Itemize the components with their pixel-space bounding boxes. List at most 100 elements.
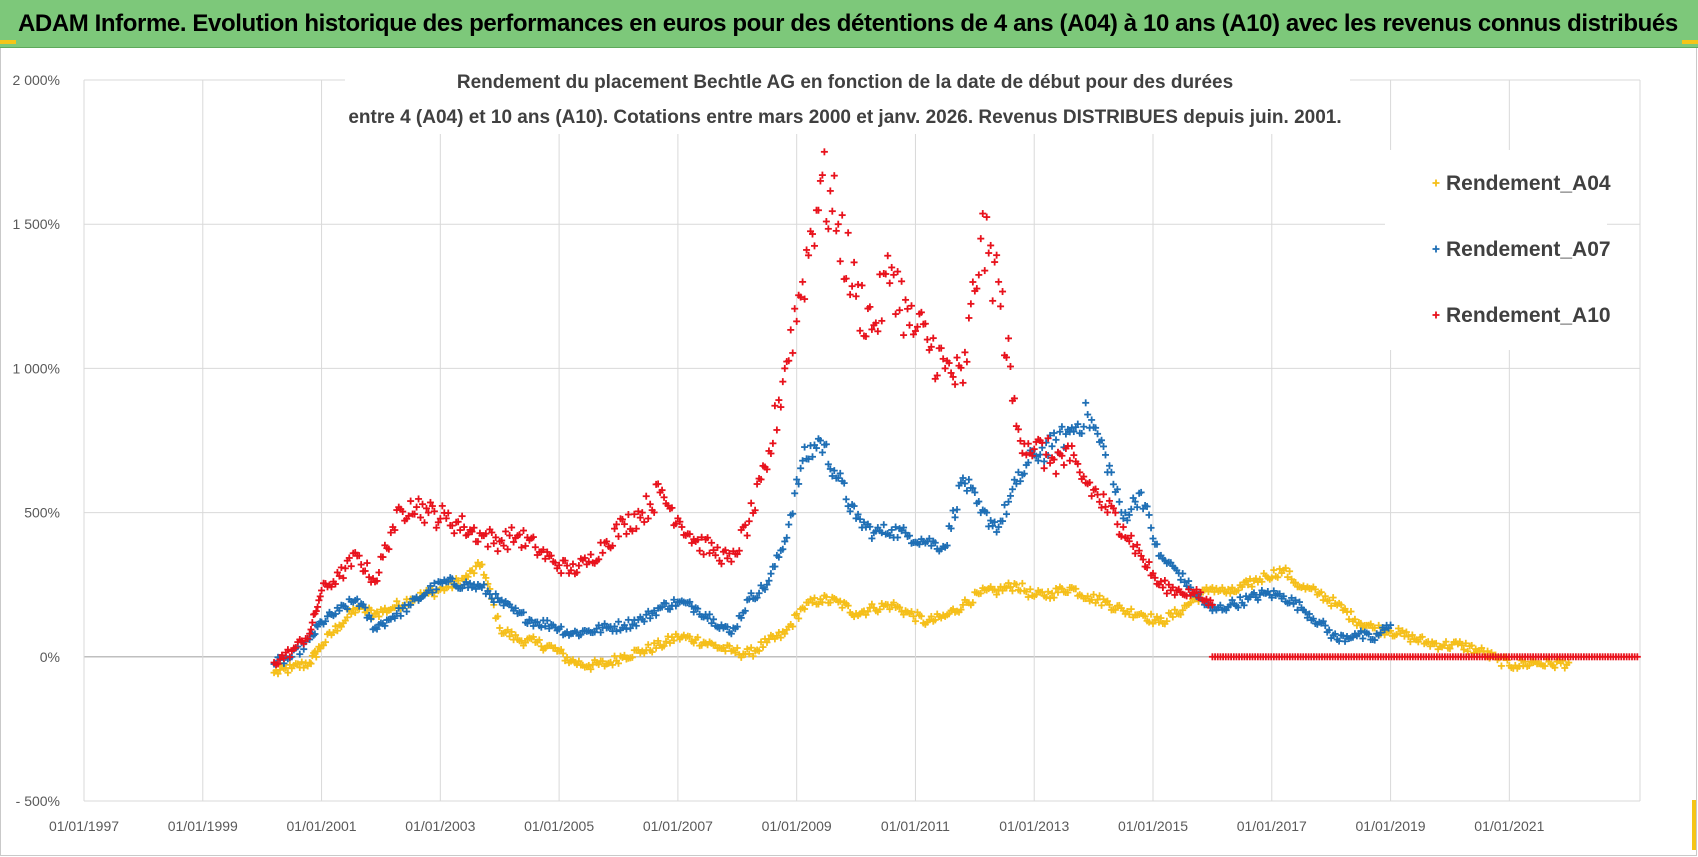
data-point-rendement-a04 — [508, 628, 516, 636]
data-point-rendement-a07 — [925, 535, 933, 543]
data-point-rendement-a04 — [1218, 584, 1226, 592]
data-point-rendement-a10 — [308, 619, 316, 627]
data-point-rendement-a07 — [791, 489, 799, 497]
data-point-rendement-a07 — [1008, 485, 1016, 493]
data-point-rendement-a07 — [886, 531, 894, 539]
data-point-rendement-a10 — [512, 534, 520, 542]
data-point-rendement-a10 — [506, 531, 514, 539]
data-point-rendement-a07 — [397, 612, 405, 620]
grid-layer — [83, 79, 1641, 802]
data-point-rendement-a07 — [781, 537, 789, 545]
data-point-rendement-a04 — [470, 569, 478, 577]
data-point-rendement-a10 — [581, 554, 589, 562]
x-tick-label: 01/01/2019 — [1356, 818, 1426, 834]
data-point-rendement-a10 — [1014, 425, 1022, 433]
data-point-rendement-a10 — [923, 336, 931, 344]
data-point-rendement-a04 — [672, 630, 680, 638]
data-point-rendement-a10 — [399, 508, 407, 516]
data-point-rendement-a04 — [349, 605, 357, 613]
y-tick-label: 2 000% — [13, 72, 60, 88]
data-point-rendement-a10 — [997, 302, 1005, 310]
data-point-rendement-a10 — [1137, 552, 1145, 560]
data-point-rendement-a07 — [650, 607, 658, 615]
chart-frame — [0, 48, 1697, 856]
data-point-rendement-a07 — [448, 575, 456, 583]
data-point-rendement-a07 — [1296, 598, 1304, 606]
data-point-rendement-a07 — [1303, 614, 1311, 622]
data-point-rendement-a10 — [1161, 577, 1169, 585]
data-point-rendement-a10 — [672, 520, 680, 528]
x-tick-label: 01/01/2015 — [1118, 818, 1188, 834]
data-point-rendement-a10 — [753, 480, 761, 488]
data-point-rendement-a04 — [969, 599, 977, 607]
data-point-rendement-a07 — [545, 624, 553, 632]
data-point-rendement-a10 — [420, 519, 428, 527]
data-point-rendement-a07 — [1070, 428, 1078, 436]
data-point-rendement-a10 — [316, 592, 324, 600]
data-point-rendement-a10 — [999, 288, 1007, 296]
data-point-rendement-a10 — [1080, 473, 1088, 481]
data-point-rendement-a07 — [888, 526, 896, 534]
data-point-rendement-a04 — [777, 634, 785, 642]
data-point-rendement-a07 — [1294, 606, 1302, 614]
data-point-rendement-a10 — [415, 495, 423, 503]
report-banner: ADAM Informe. Evolution historique des p… — [0, 0, 1698, 48]
data-point-rendement-a10 — [1076, 468, 1084, 476]
data-point-rendement-a10 — [1086, 478, 1094, 486]
data-point-rendement-a10 — [1169, 583, 1177, 591]
data-point-rendement-a10 — [498, 536, 506, 544]
data-point-rendement-a10 — [428, 502, 436, 510]
data-point-rendement-a04 — [375, 612, 383, 620]
data-point-rendement-a10 — [284, 646, 292, 654]
data-point-rendement-a10 — [636, 514, 644, 522]
data-point-rendement-a07 — [1377, 629, 1385, 637]
data-point-rendement-a04 — [1088, 596, 1096, 604]
data-point-rendement-a10 — [620, 520, 628, 528]
data-point-rendement-a04 — [337, 623, 345, 631]
data-point-rendement-a07 — [822, 440, 830, 448]
data-point-rendement-a04 — [300, 664, 308, 672]
data-point-rendement-a04 — [868, 600, 876, 608]
data-point-rendement-a10 — [1018, 449, 1026, 457]
data-point-rendement-a07 — [953, 506, 961, 514]
data-point-rendement-a10 — [1197, 588, 1205, 596]
data-point-rendement-a04 — [322, 638, 330, 646]
data-point-rendement-a07 — [971, 488, 979, 496]
data-point-rendement-a07 — [533, 618, 541, 626]
data-point-rendement-a04 — [1319, 596, 1327, 604]
data-point-rendement-a07 — [743, 596, 751, 604]
data-point-rendement-a07 — [444, 578, 452, 586]
data-point-rendement-a07 — [785, 521, 793, 529]
data-point-rendement-a10 — [842, 275, 850, 283]
data-point-rendement-a07 — [1048, 442, 1056, 450]
data-point-rendement-a04 — [1551, 664, 1559, 672]
data-point-rendement-a07 — [1177, 576, 1185, 584]
data-point-rendement-a04 — [587, 665, 595, 673]
data-point-rendement-a07 — [1131, 498, 1139, 506]
data-point-rendement-a04 — [1317, 588, 1325, 596]
data-point-rendement-a07 — [943, 541, 951, 549]
data-point-rendement-a10 — [781, 364, 789, 372]
data-point-rendement-a10 — [862, 332, 870, 340]
data-point-rendement-a04 — [759, 643, 767, 651]
data-point-rendement-a07 — [1365, 630, 1373, 638]
data-point-rendement-a10 — [504, 545, 512, 553]
data-point-rendement-a10 — [921, 320, 929, 328]
data-point-rendement-a07 — [927, 542, 935, 550]
x-tick-label: 01/01/2021 — [1474, 818, 1544, 834]
data-point-rendement-a07 — [310, 631, 318, 639]
data-point-rendement-a04 — [884, 601, 892, 609]
data-point-rendement-a07 — [405, 601, 413, 609]
data-point-rendement-a07 — [830, 467, 838, 475]
data-point-rendement-a10 — [868, 325, 876, 333]
data-point-rendement-a07 — [422, 589, 430, 597]
data-point-rendement-a10 — [314, 603, 322, 611]
data-point-rendement-a10 — [1038, 439, 1046, 447]
data-point-rendement-a04 — [537, 642, 545, 650]
data-point-rendement-a07 — [957, 479, 965, 487]
data-point-rendement-a07 — [1319, 617, 1327, 625]
data-point-rendement-a10 — [341, 564, 349, 572]
data-point-rendement-a04 — [743, 645, 751, 653]
data-point-rendement-a10 — [777, 403, 785, 411]
data-point-rendement-a10 — [583, 560, 591, 568]
